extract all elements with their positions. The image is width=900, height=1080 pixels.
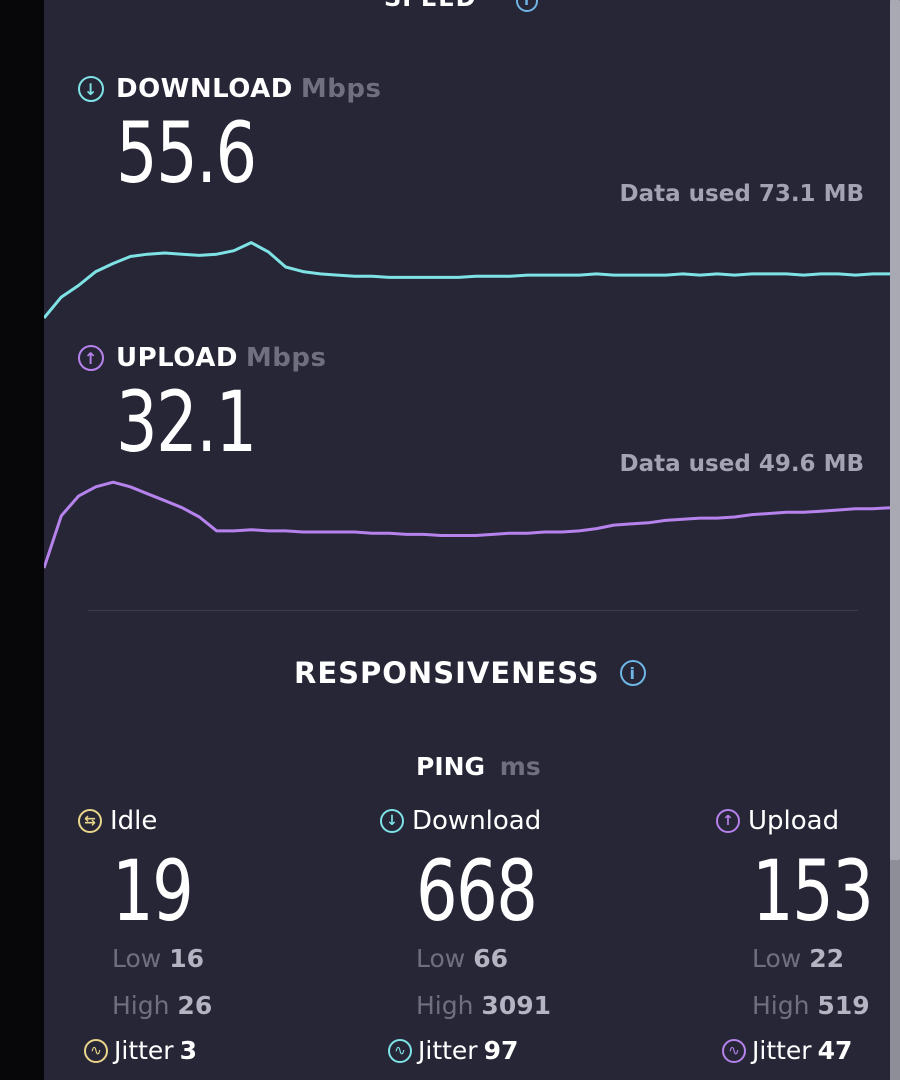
- ping-download-low-value: 66: [473, 944, 508, 973]
- section-divider: [88, 610, 858, 611]
- ping-download-value: 668: [416, 842, 538, 940]
- ping-download-column: ↓ Download 668 Low 66 High 3091 ∿ Jitter…: [380, 806, 640, 1065]
- ping-upload-high: High 519: [752, 991, 890, 1034]
- ping-upload-high-value: 519: [817, 991, 870, 1020]
- upload-speed-graph: [44, 480, 890, 569]
- ping-upload-jitter-label: Jitter: [752, 1036, 812, 1065]
- idle-icon: ⇆: [78, 809, 102, 833]
- ping-download-high-value: 3091: [481, 991, 552, 1020]
- ping-idle-high-value: 26: [177, 991, 213, 1020]
- download-speed-line: [44, 241, 890, 319]
- ping-idle-low-value: 16: [169, 944, 204, 973]
- ping-download-header: ↓ Download: [380, 806, 640, 836]
- ping-idle-low-label: Low: [112, 944, 162, 973]
- ping-download-low: Low 66: [416, 944, 640, 987]
- download-arrow-icon: ↓: [380, 809, 404, 833]
- ping-upload-label: Upload: [748, 806, 840, 836]
- jitter-wave-icon: ∿: [722, 1038, 746, 1063]
- download-label: DOWNLOAD: [116, 74, 293, 104]
- speed-title-text: SPEED: [384, 0, 477, 12]
- download-arrow-icon: ↓: [78, 76, 104, 102]
- speed-info-icon[interactable]: i: [516, 0, 538, 12]
- upload-header: ↑ UPLOAD Mbps: [78, 343, 327, 373]
- ping-idle-low: Low 16: [112, 944, 338, 987]
- upload-speed-line: [44, 480, 890, 569]
- download-header: ↓ DOWNLOAD Mbps: [78, 74, 381, 104]
- device-bezel-left: [0, 0, 44, 1080]
- responsiveness-info-icon[interactable]: i: [619, 660, 646, 686]
- ping-unit: ms: [499, 752, 541, 781]
- download-speed-value: 55.6: [116, 104, 257, 202]
- upload-unit: Mbps: [245, 343, 327, 373]
- ping-idle-jitter-label: Jitter: [114, 1036, 174, 1065]
- ping-idle-high-label: High: [112, 991, 170, 1020]
- upload-arrow-icon: ↑: [716, 809, 740, 833]
- upload-arrow-icon: ↑: [78, 345, 104, 371]
- ping-idle-value: 19: [112, 842, 194, 940]
- responsiveness-title-text: RESPONSIVENESS: [294, 656, 600, 690]
- ping-upload-high-label: High: [752, 991, 810, 1020]
- ping-download-jitter: ∿ Jitter 97: [388, 1036, 640, 1065]
- ping-download-low-label: Low: [416, 944, 466, 973]
- ping-download-jitter-value: 97: [483, 1036, 519, 1065]
- speed-results-panel: SPEED i ↓ DOWNLOAD Mbps 55.6 Data used 7…: [44, 0, 890, 1080]
- ping-upload-jitter-value: 47: [817, 1036, 853, 1065]
- ping-download-high-label: High: [416, 991, 474, 1020]
- ping-idle-label: Idle: [110, 806, 158, 836]
- ping-idle-column: ⇆ Idle 19 Low 16 High 26 ∿ Jitter 3: [78, 806, 338, 1065]
- download-data-used: Data used 73.1 MB: [619, 181, 864, 207]
- ping-label: PING ms: [416, 752, 541, 781]
- ping-idle-header: ⇆ Idle: [78, 806, 338, 836]
- ping-upload-jitter: ∿ Jitter 47: [722, 1036, 890, 1065]
- ping-upload-low-value: 22: [809, 944, 844, 973]
- download-unit: Mbps: [300, 74, 382, 104]
- upload-label: UPLOAD: [116, 343, 238, 373]
- jitter-wave-icon: ∿: [84, 1038, 108, 1063]
- download-speed-graph: [44, 241, 890, 319]
- ping-idle-jitter-value: 3: [179, 1036, 197, 1065]
- ping-upload-low: Low 22: [752, 944, 890, 987]
- ping-download-jitter-label: Jitter: [418, 1036, 478, 1065]
- responsiveness-title: RESPONSIVENESS i: [294, 656, 646, 690]
- upload-speed-value: 32.1: [116, 373, 257, 471]
- ping-label-text: PING: [416, 752, 486, 781]
- ping-upload-header: ↑ Upload: [716, 806, 890, 836]
- upload-data-used: Data used 49.6 MB: [619, 451, 864, 477]
- speed-section-title: SPEED i: [384, 0, 538, 12]
- ping-upload-low-label: Low: [752, 944, 802, 973]
- jitter-wave-icon: ∿: [388, 1038, 412, 1063]
- ping-download-high: High 3091: [416, 991, 640, 1034]
- scrollbar[interactable]: [890, 0, 900, 860]
- ping-idle-high: High 26: [112, 991, 338, 1034]
- ping-download-label: Download: [412, 806, 542, 836]
- ping-upload-value: 153: [752, 842, 874, 940]
- ping-idle-jitter: ∿ Jitter 3: [84, 1036, 338, 1065]
- ping-upload-column: ↑ Upload 153 Low 22 High 519 ∿ Jitter 47: [716, 806, 890, 1065]
